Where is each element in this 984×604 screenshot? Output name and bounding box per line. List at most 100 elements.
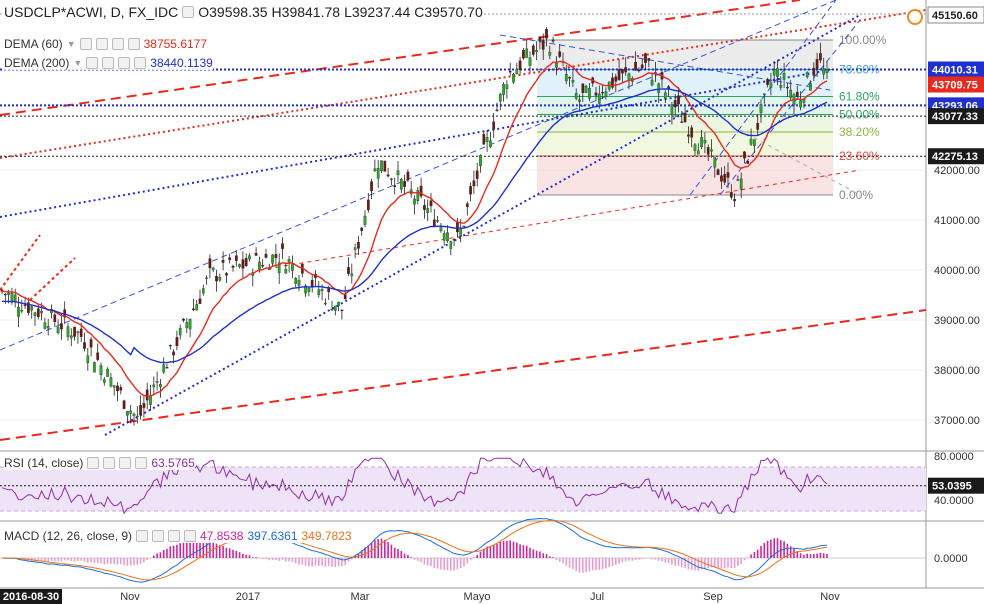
- candle-body: [201, 288, 205, 294]
- candle-body: [277, 262, 281, 274]
- plus-icon[interactable]: [168, 530, 181, 542]
- candle-body: [403, 181, 406, 187]
- candle-body: [637, 69, 641, 72]
- candle-body: [228, 257, 232, 261]
- candle-body: [122, 400, 126, 409]
- candle-body: [185, 322, 189, 328]
- trend-line[interactable]: [0, 9, 927, 159]
- trend-line[interactable]: [0, 69, 831, 218]
- trend-line[interactable]: [0, 234, 41, 291]
- macd-pane[interactable]: 0.0000: [0, 517, 968, 583]
- gear-icon[interactable]: [103, 457, 116, 469]
- chevron-down-icon[interactable]: ▼: [66, 39, 76, 49]
- chevron-down-icon[interactable]: ▼: [73, 58, 83, 68]
- candle-body: [456, 222, 459, 233]
- candle-body: [729, 192, 733, 198]
- candle-body: [373, 168, 377, 172]
- price-tick-label: 41000.00: [934, 215, 980, 227]
- time-tick-label: Jul: [590, 591, 604, 603]
- candle-body: [498, 93, 502, 102]
- gear-icon[interactable]: [102, 57, 115, 69]
- fib-band: [537, 156, 833, 195]
- legend-dema-200[interactable]: DEMA (200) ▼ 38440.1139: [4, 56, 213, 70]
- candle-body: [604, 91, 608, 97]
- candle-body: [165, 367, 169, 369]
- candle-body: [102, 379, 106, 383]
- candle-body: [795, 91, 799, 97]
- candle-body: [343, 294, 347, 300]
- trend-line[interactable]: [739, 129, 861, 196]
- eye-icon[interactable]: [87, 457, 100, 469]
- trend-line[interactable]: [0, 309, 927, 441]
- trend-line[interactable]: [499, 34, 831, 91]
- close-icon[interactable]: [135, 457, 148, 469]
- candle-body: [809, 83, 812, 91]
- candle-body: [677, 95, 680, 105]
- rsi-pane[interactable]: 80.0000 40.0000 53.0395: [0, 451, 984, 515]
- plus-icon[interactable]: [111, 38, 124, 50]
- candle-body: [30, 306, 34, 311]
- gear-icon[interactable]: [152, 530, 165, 542]
- price-label-box: [928, 148, 984, 165]
- candle-body: [195, 304, 199, 311]
- time-axis[interactable]: Nov 2017 Mar Mayo Jul Sep Nov 2016-08-30: [0, 587, 984, 604]
- candle-body: [825, 69, 829, 73]
- close-icon[interactable]: [184, 530, 197, 542]
- candle-body: [20, 309, 24, 312]
- candle-body: [106, 368, 109, 377]
- trend-lines[interactable]: [0, 0, 927, 441]
- legend-dema-60[interactable]: DEMA (60) ▼ 38755.6177: [4, 37, 208, 51]
- candle-body: [436, 219, 439, 222]
- candle-body: [294, 278, 298, 284]
- candle-body: [670, 104, 674, 116]
- candle-body: [390, 178, 393, 180]
- close-icon[interactable]: [127, 38, 140, 50]
- candle-body: [116, 385, 119, 392]
- candle-body: [663, 92, 667, 99]
- trend-line[interactable]: [719, 19, 861, 196]
- candle-body: [693, 144, 697, 151]
- price-axis[interactable]: 42000.00 41000.00 40000.00 39000.00 38000.00…: [907, 6, 984, 427]
- candle-body: [93, 362, 96, 373]
- dema-60-line: [1, 60, 828, 397]
- candle-body: [192, 308, 195, 311]
- candle-body: [56, 327, 60, 334]
- price-label: 45150.60: [932, 10, 978, 22]
- candle-body: [7, 292, 10, 295]
- fibonacci-retracement[interactable]: 100.00% 78.60% 61.80% 50.00% 38.20% 23.60% 0.0…: [537, 33, 887, 202]
- plus-icon[interactable]: [119, 457, 132, 469]
- candle-body: [597, 93, 601, 104]
- candle-body: [320, 289, 324, 292]
- trend-line[interactable]: [104, 14, 861, 436]
- trend-line[interactable]: [29, 257, 76, 301]
- alert-icon[interactable]: [907, 9, 923, 25]
- candle-body: [304, 285, 307, 294]
- eye-icon[interactable]: [182, 6, 195, 18]
- candle-body: [406, 171, 410, 181]
- plus-icon[interactable]: [118, 57, 131, 69]
- candle-body: [614, 76, 618, 82]
- trend-line[interactable]: [259, 169, 861, 271]
- candle-body: [822, 68, 826, 75]
- candle-body: [419, 185, 423, 197]
- legend-label: DEMA (60): [4, 37, 63, 51]
- legend-macd[interactable]: MACD (12, 26, close, 9) 47.8538 397.6361…: [4, 529, 352, 543]
- price-label: 42275.13: [932, 151, 978, 163]
- candle-body: [109, 377, 113, 387]
- price-label: 43077.33: [932, 111, 978, 123]
- eye-icon[interactable]: [86, 57, 99, 69]
- eye-icon[interactable]: [136, 530, 149, 542]
- legend-rsi[interactable]: RSI (14, close) 63.5765: [4, 456, 195, 470]
- candle-body: [482, 134, 486, 145]
- gear-icon[interactable]: [95, 38, 108, 50]
- trend-line[interactable]: [0, 0, 801, 116]
- candle-body: [66, 326, 70, 337]
- eye-icon[interactable]: [79, 38, 92, 50]
- trend-line[interactable]: [0, 0, 837, 351]
- candle-body: [271, 254, 274, 264]
- close-icon[interactable]: [134, 57, 147, 69]
- candle-body: [43, 322, 47, 329]
- candle-body: [416, 190, 420, 202]
- candle-body: [234, 255, 238, 262]
